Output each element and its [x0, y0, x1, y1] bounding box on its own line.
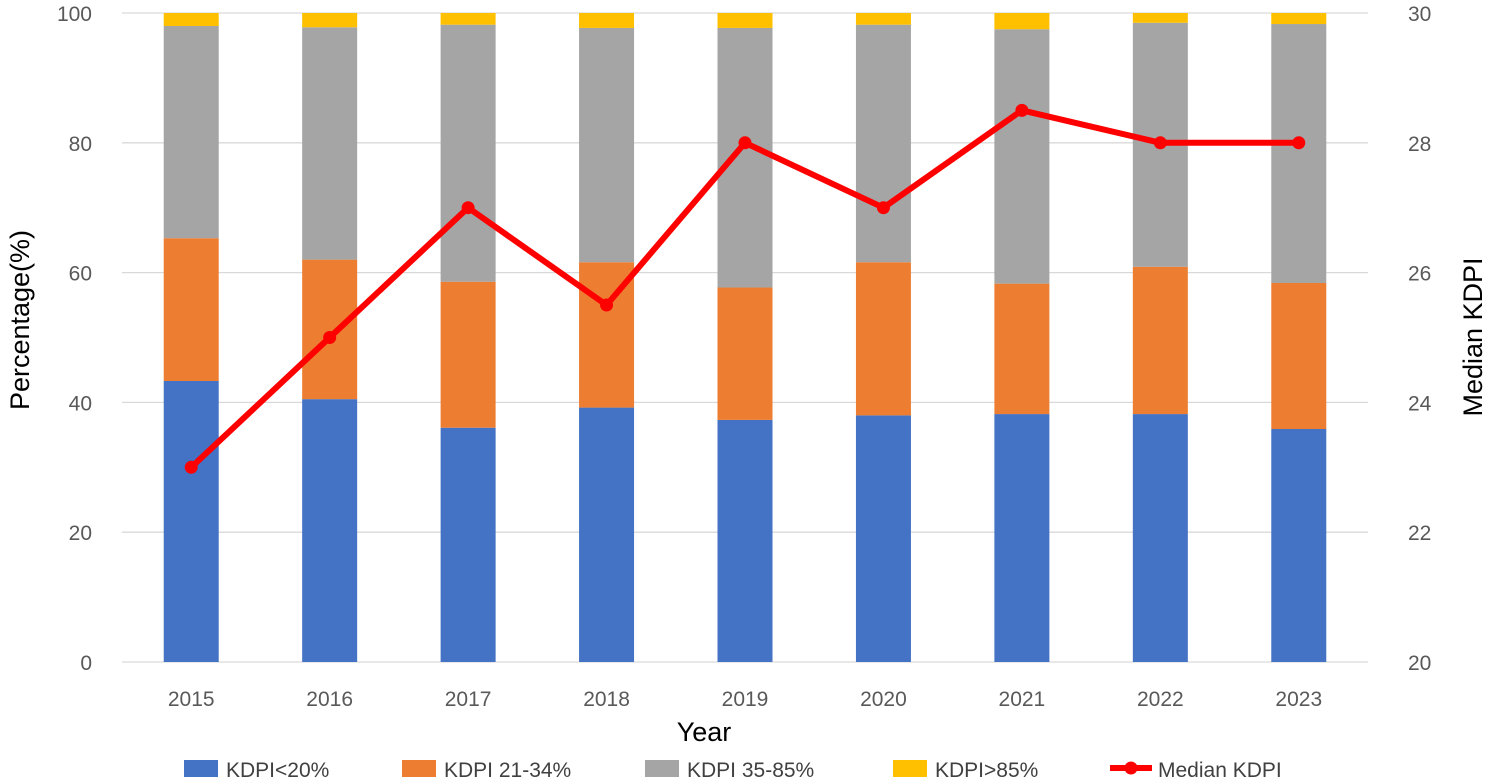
x-axis-ticks: 2015 2016 2017 2018 2019 2020 2021 2022 2023 — [168, 688, 1322, 711]
bar-segment-2 — [1271, 282, 1327, 430]
bar-segment-3 — [302, 27, 358, 260]
x-tick-label: 2019 — [722, 688, 769, 711]
bar-segment-2 — [994, 283, 1050, 415]
bar-segment-4 — [163, 13, 219, 26]
bar-segment-2 — [440, 281, 496, 428]
y2-tick-label: 22 — [1408, 522, 1431, 545]
legend-swatch — [645, 760, 679, 777]
y-tick-label: 0 — [80, 652, 92, 675]
median-line — [184, 103, 1306, 474]
median-kdpi-point — [184, 460, 198, 474]
legend-swatch — [184, 760, 218, 777]
bar-segment-4 — [302, 13, 358, 28]
bar-segment-1 — [302, 399, 358, 662]
bar-segment-4 — [855, 13, 911, 25]
y-tick-label: 100 — [57, 3, 92, 26]
right-axis-ticks: 20 22 24 26 28 30 — [1408, 3, 1432, 675]
median-kdpi-point — [738, 136, 752, 150]
median-kdpi-point — [876, 201, 890, 215]
bar-segment-1 — [163, 380, 219, 662]
bar-segment-2 — [302, 259, 358, 400]
y2-axis-title: Median KDPI — [1458, 257, 1488, 416]
x-tick-label: 2017 — [445, 688, 492, 711]
x-tick-label: 2022 — [1137, 688, 1184, 711]
median-kdpi-point — [1292, 136, 1306, 150]
bar-segment-3 — [855, 24, 911, 263]
legend-label: KDPI>85% — [935, 759, 1038, 782]
bars — [163, 13, 1327, 662]
bar-segment-2 — [855, 262, 911, 416]
bar-segment-4 — [579, 13, 635, 28]
y2-tick-label: 26 — [1408, 263, 1431, 286]
x-tick-label: 2021 — [999, 688, 1046, 711]
bar-segment-1 — [994, 414, 1050, 662]
bar-segment-3 — [579, 27, 635, 263]
x-tick-label: 2015 — [168, 688, 215, 711]
bar-segment-3 — [440, 24, 496, 282]
y-tick-label: 80 — [69, 133, 92, 156]
y-axis-title: Percentage(%) — [5, 230, 35, 410]
median-kdpi-point — [323, 331, 337, 344]
x-tick-label: 2016 — [306, 688, 353, 711]
bar-segment-4 — [440, 13, 496, 25]
bar-segment-1 — [579, 407, 635, 662]
x-tick-label: 2020 — [860, 688, 907, 711]
bar-segment-3 — [1271, 24, 1327, 283]
x-tick-label: 2023 — [1275, 688, 1322, 711]
legend-swatch — [402, 760, 436, 777]
y-tick-label: 60 — [69, 263, 92, 286]
y2-tick-label: 30 — [1408, 3, 1431, 26]
bar-segment-4 — [1132, 13, 1188, 23]
bar-segment-1 — [855, 415, 911, 662]
bar-segment-4 — [717, 13, 773, 28]
bar-segment-3 — [163, 25, 219, 239]
y2-tick-label: 24 — [1408, 392, 1432, 415]
bar-segment-4 — [1271, 13, 1327, 25]
legend-label: KDPI 35-85% — [687, 759, 814, 782]
bar-segment-2 — [717, 287, 773, 420]
x-tick-label: 2018 — [583, 688, 630, 711]
bar-segment-4 — [994, 13, 1050, 30]
bar-segment-3 — [994, 29, 1050, 284]
legend-label: Median KDPI — [1158, 759, 1282, 782]
bar-segment-1 — [1132, 414, 1188, 662]
median-kdpi-point — [1153, 136, 1167, 150]
bar-segment-1 — [1271, 429, 1327, 662]
median-kdpi-point — [1015, 103, 1029, 117]
bar-segment-3 — [717, 27, 773, 288]
y-tick-label: 40 — [69, 392, 92, 415]
legend: KDPI<20% KDPI 21-34% KDPI 35-85% KDPI>85% Me… — [184, 759, 1282, 782]
legend-label: KDPI<20% — [226, 759, 329, 782]
median-kdpi-point — [600, 298, 614, 312]
legend-label: KDPI 21-34% — [444, 759, 571, 782]
bar-segment-1 — [440, 427, 496, 662]
y2-tick-label: 20 — [1408, 652, 1431, 675]
x-axis-title: Year — [677, 717, 732, 747]
median-kdpi-point — [461, 201, 475, 215]
legend-swatch — [893, 760, 927, 777]
y2-tick-label: 28 — [1408, 133, 1431, 156]
bar-segment-2 — [163, 238, 219, 381]
bar-segment-2 — [1132, 266, 1188, 415]
y-tick-label: 20 — [69, 522, 92, 545]
legend-marker — [1124, 761, 1138, 775]
bar-segment-1 — [717, 419, 773, 662]
left-axis-ticks: 0 20 40 60 80 100 — [57, 3, 92, 675]
